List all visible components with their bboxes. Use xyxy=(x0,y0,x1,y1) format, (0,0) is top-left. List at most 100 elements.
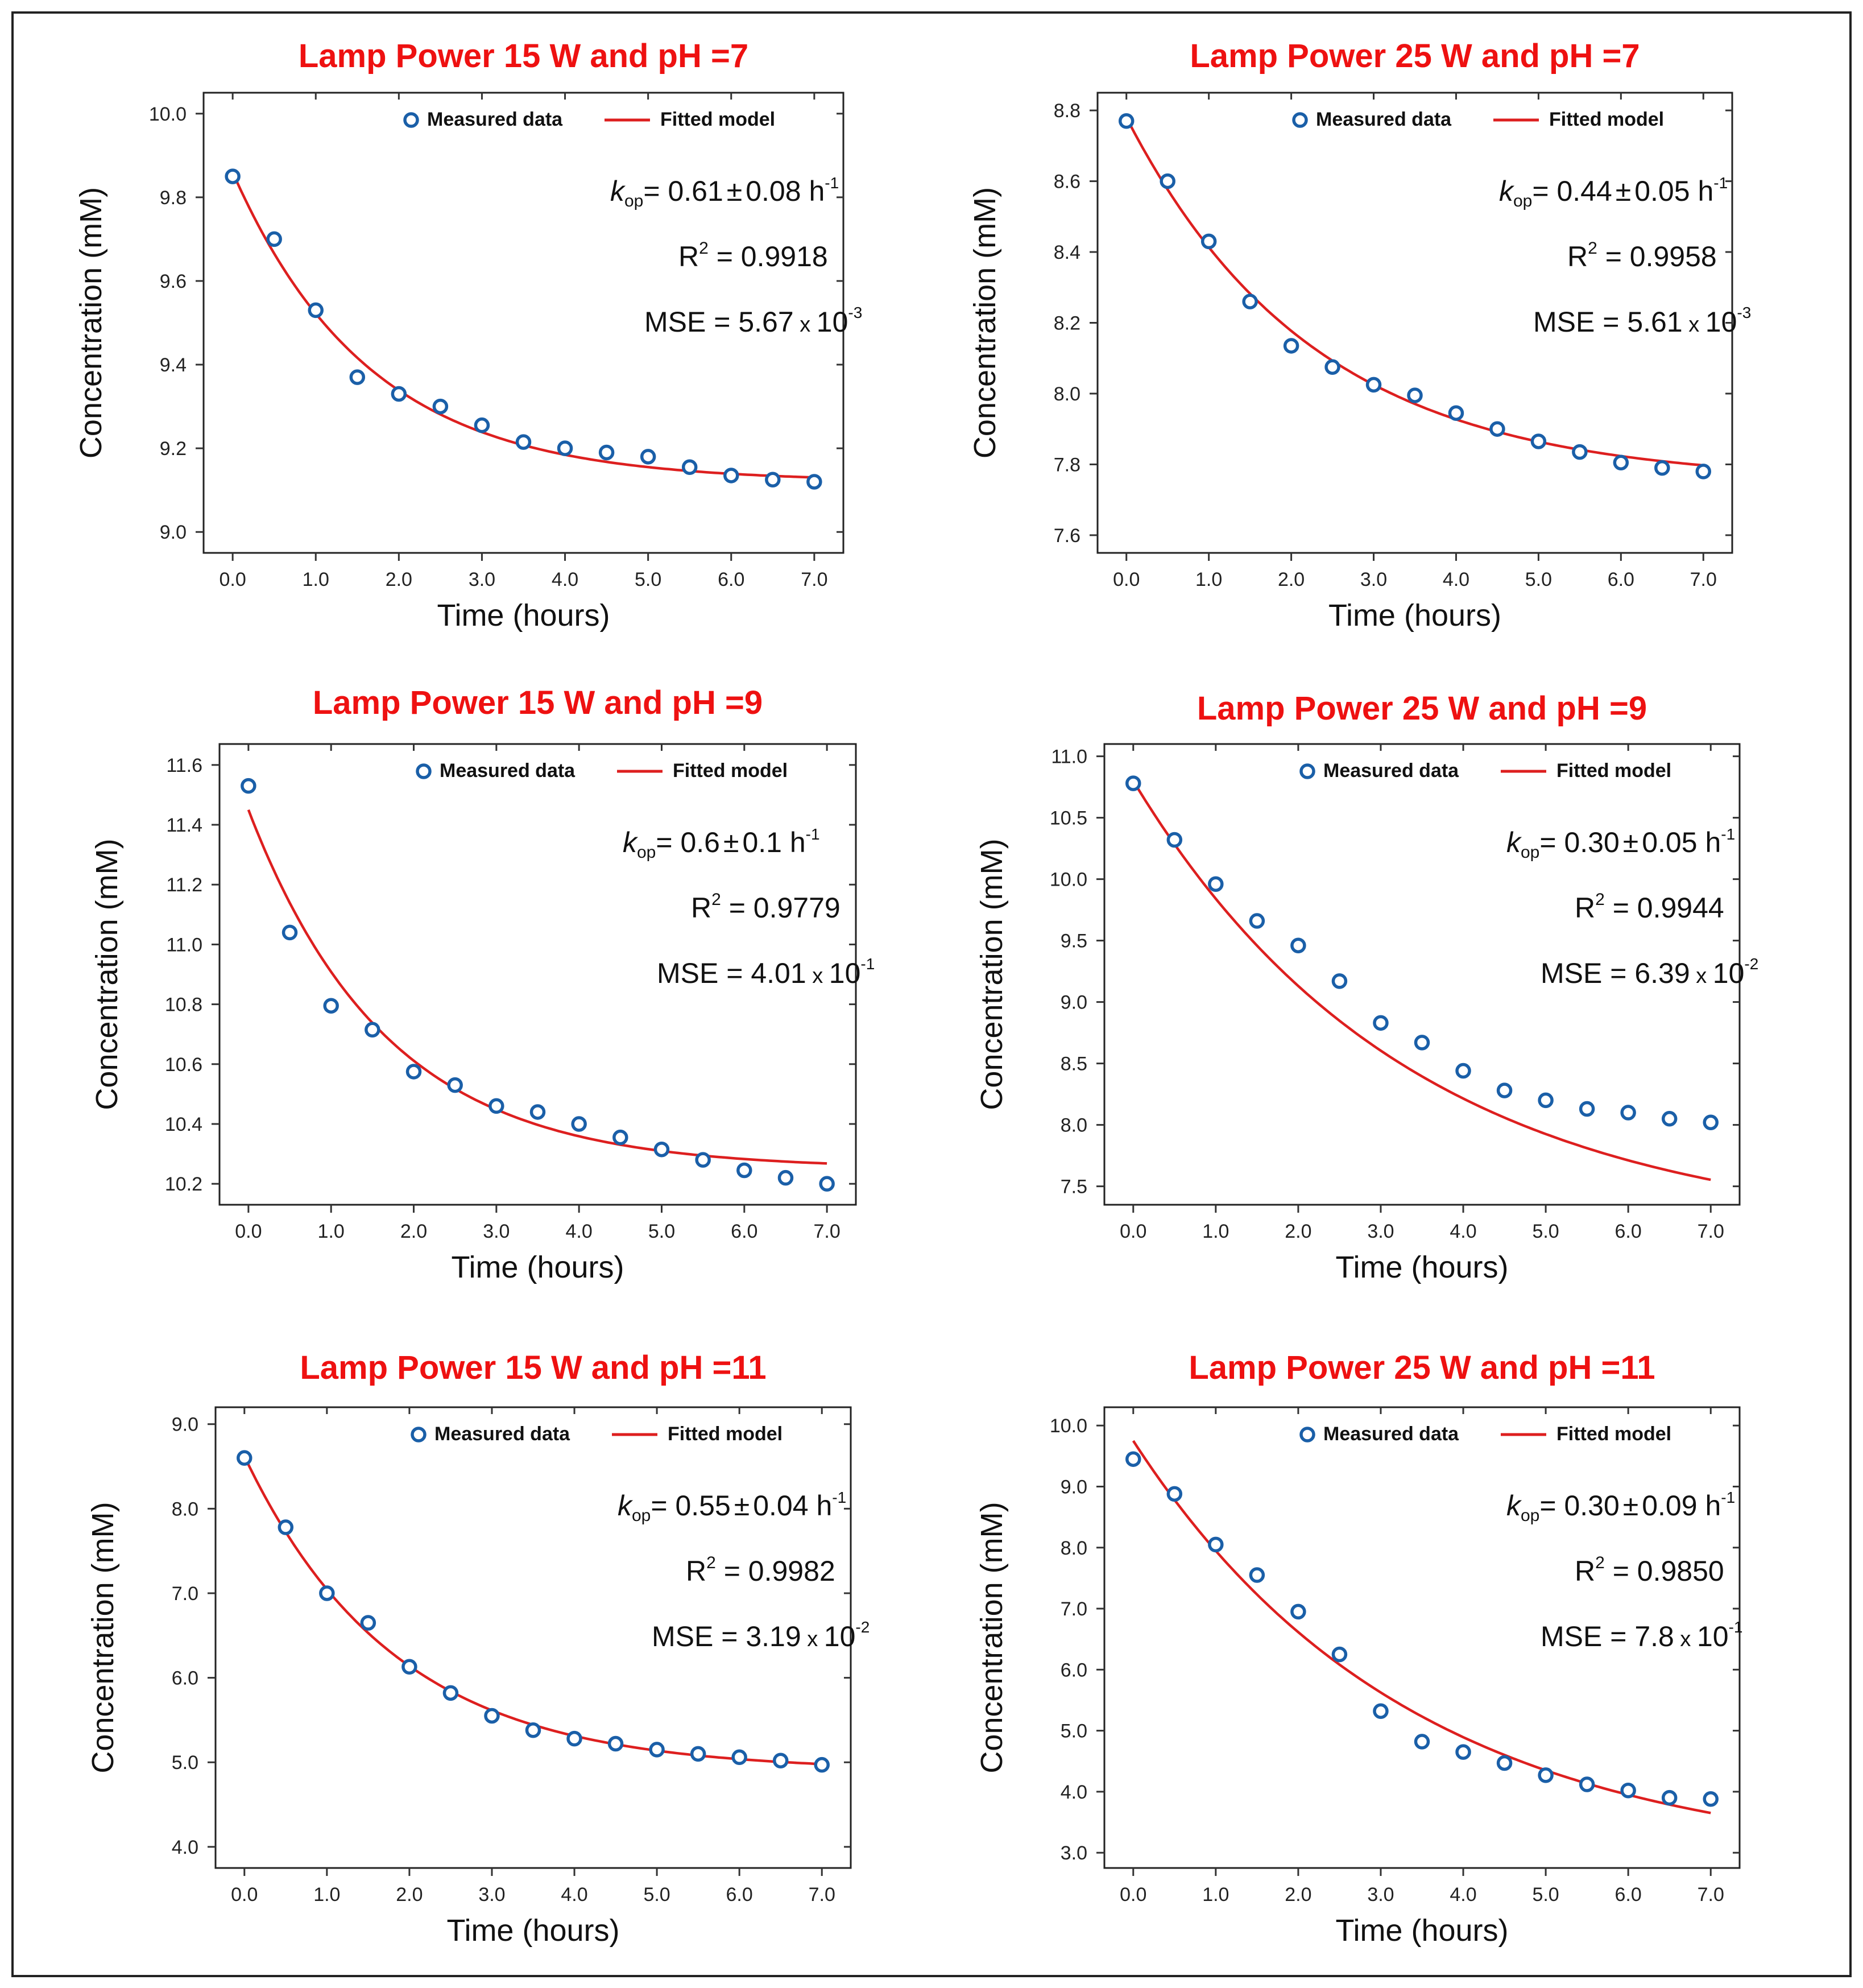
data-point xyxy=(1496,1082,1513,1098)
mse-exponent: -3 xyxy=(1737,304,1751,321)
data-point xyxy=(1242,294,1258,309)
x-tick-label: 4.0 xyxy=(1450,1221,1476,1242)
data-point xyxy=(1249,913,1265,929)
data-point xyxy=(1283,338,1299,354)
data-point xyxy=(237,1450,252,1466)
y-tick-label: 7.6 xyxy=(1054,525,1080,547)
data-point xyxy=(365,1022,380,1038)
r2-exponent: 2 xyxy=(1588,239,1597,258)
kop-subscript: op xyxy=(1521,843,1539,862)
x-tick-label: 7.0 xyxy=(1698,1884,1724,1906)
chart-title: Lamp Power 25 W and pH =11 xyxy=(1189,1349,1655,1386)
mse-times: x xyxy=(806,964,829,988)
y-tick-label: 8.2 xyxy=(1054,313,1080,334)
legend-label-fitted: Fitted model xyxy=(1549,109,1664,130)
y-tick-label: 4.0 xyxy=(172,1837,198,1858)
y-tick-label: 10.0 xyxy=(149,104,187,125)
y-tick-label: 9.0 xyxy=(1061,1476,1087,1498)
kop-symbol: k xyxy=(1506,826,1522,858)
chart-panel: Lamp Power 15 W and pH =11 0.0 1.0 2.0 3.0 4.… xyxy=(86,1349,870,1948)
kop-symbol: k xyxy=(1506,1490,1522,1522)
x-tick-label: 6.0 xyxy=(1608,569,1634,590)
r2-value: = 0.9850 xyxy=(1605,1555,1724,1587)
mse-annotation: MSE = 5.61 x 10-3 xyxy=(1533,304,1751,338)
mse-times: x xyxy=(794,313,817,337)
fitted-model-line xyxy=(1132,780,1711,1181)
kop-subscript: op xyxy=(632,1506,651,1525)
r2-value: = 0.9779 xyxy=(721,892,841,924)
y-tick-label: 7.5 xyxy=(1061,1176,1087,1198)
data-point xyxy=(484,1708,500,1724)
fitted-model-line xyxy=(1125,117,1704,467)
x-tick-label: 0.0 xyxy=(231,1884,258,1906)
mse-exponent: -3 xyxy=(848,304,862,321)
data-point xyxy=(1579,1776,1595,1792)
y-axis-label: Concentration (mM) xyxy=(975,1502,1009,1773)
kop-value: = 0.30 xyxy=(1539,826,1619,858)
kop-annotation: kop= 0.6 ±0.1 h-1 xyxy=(623,825,820,862)
y-tick-label: 8.0 xyxy=(1061,1115,1087,1136)
y-tick-label: 10.0 xyxy=(1050,1415,1087,1437)
x-tick-label: 0.0 xyxy=(1120,1221,1146,1242)
kop-annotation: kop= 0.30 ±0.05 h-1 xyxy=(1506,825,1735,862)
kop-annotation: kop= 0.44 ±0.05 h-1 xyxy=(1499,174,1728,210)
data-point xyxy=(1125,1451,1141,1467)
data-point xyxy=(566,1730,582,1747)
y-tick-label: 9.2 xyxy=(160,438,187,460)
data-point xyxy=(695,1152,711,1168)
x-tick-label: 1.0 xyxy=(1202,1221,1229,1242)
data-point xyxy=(557,440,573,456)
y-tick-label: 11.6 xyxy=(166,755,202,776)
data-point xyxy=(447,1077,463,1093)
x-tick-label: 6.0 xyxy=(1615,1884,1642,1906)
x-tick-label: 1.0 xyxy=(1195,569,1222,590)
data-point xyxy=(266,231,282,247)
chart-title: Lamp Power 15 W and pH =9 xyxy=(313,684,763,721)
r2-exponent: 2 xyxy=(699,239,709,258)
legend-label-measured: Measured data xyxy=(1323,1423,1459,1445)
data-point xyxy=(1489,421,1505,437)
chart-panel: Lamp Power 25 W and pH =7 0.0 1.0 2.0 3.0 4.0… xyxy=(968,38,1751,633)
mse-annotation: MSE = 7.8 x 10-1 xyxy=(1541,1618,1743,1652)
legend-marker-icon xyxy=(1299,763,1315,779)
mse-annotation: MSE = 6.39 x 10-2 xyxy=(1541,955,1758,989)
data-point xyxy=(1125,775,1141,791)
r2-annotation: R2 = 0.9944 xyxy=(1575,890,1724,924)
y-tick-label: 10.2 xyxy=(165,1173,202,1195)
r2-value: = 0.9958 xyxy=(1597,241,1717,272)
mse-value: MSE = 5.61 xyxy=(1533,306,1683,338)
kop-plusminus: ± xyxy=(1616,175,1631,207)
chart-panel: Lamp Power 15 W and pH =9 0.0 1.0 2.0 3.0 4.0… xyxy=(90,684,875,1284)
x-tick-label: 2.0 xyxy=(400,1221,427,1242)
x-tick-label: 2.0 xyxy=(1278,569,1305,590)
y-axis-label: Concentration (mM) xyxy=(86,1502,120,1773)
y-tick-label: 9.8 xyxy=(160,187,187,209)
y-tick-label: 9.6 xyxy=(160,271,187,292)
y-axis-label: Concentration (mM) xyxy=(968,187,1002,458)
data-point xyxy=(1530,433,1547,449)
data-point xyxy=(323,998,339,1014)
data-point xyxy=(1695,464,1712,480)
legend-marker-icon xyxy=(1292,112,1308,128)
data-point xyxy=(529,1104,546,1120)
y-tick-label: 11.4 xyxy=(166,815,202,836)
r2-annotation: R2 = 0.9850 xyxy=(1575,1553,1724,1587)
y-tick-label: 7.0 xyxy=(172,1583,198,1605)
r2-label: R xyxy=(686,1555,706,1587)
kop-value: = 0.30 xyxy=(1539,1490,1619,1522)
x-tick-label: 3.0 xyxy=(483,1221,510,1242)
data-point xyxy=(1365,377,1382,393)
legend-label-measured: Measured data xyxy=(1323,760,1459,782)
y-tick-label: 9.0 xyxy=(172,1414,198,1436)
x-tick-label: 3.0 xyxy=(469,569,495,590)
data-point xyxy=(525,1722,541,1738)
legend-label-fitted: Fitted model xyxy=(660,109,775,130)
x-tick-label: 0.0 xyxy=(220,569,246,590)
mse-annotation: MSE = 5.67 x 10-3 xyxy=(644,304,862,338)
x-axis-label: Time (hours) xyxy=(1335,1913,1508,1948)
y-axis-label: Concentration (mM) xyxy=(74,187,108,458)
mse-base: 10 xyxy=(817,306,848,338)
plot-area xyxy=(218,743,857,1206)
data-point xyxy=(806,474,822,490)
